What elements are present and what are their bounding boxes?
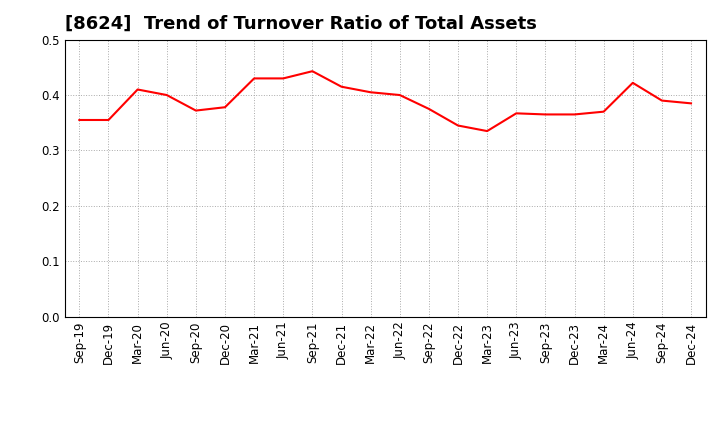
Text: [8624]  Trend of Turnover Ratio of Total Assets: [8624] Trend of Turnover Ratio of Total … — [65, 15, 536, 33]
